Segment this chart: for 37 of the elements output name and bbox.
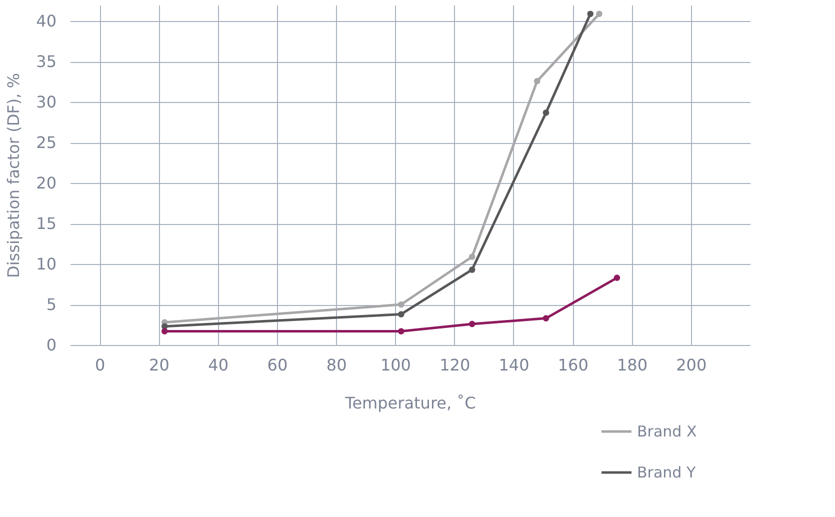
point xyxy=(161,328,168,334)
point xyxy=(542,110,550,116)
x-tick-label: 100 xyxy=(380,356,411,374)
y-tick-label: 20 xyxy=(36,174,56,193)
y-tick-label: 25 xyxy=(36,133,56,152)
y-tick-label: 5 xyxy=(46,295,56,314)
x-tick-label: 140 xyxy=(498,356,530,374)
point xyxy=(398,311,404,318)
x-tick-label: 200 xyxy=(676,356,707,374)
legend-label: Brand Y xyxy=(637,464,696,482)
y-tick-label: 35 xyxy=(36,52,56,72)
point xyxy=(468,254,476,260)
y-tick-label: 30 xyxy=(36,92,56,112)
point xyxy=(398,301,404,308)
x-axis-title: Temperature, ˚C xyxy=(344,394,476,412)
x-tick-label: 120 xyxy=(440,356,470,374)
x-tick-label: 60 xyxy=(267,356,288,374)
x-tick-label: 180 xyxy=(616,356,648,374)
point xyxy=(596,10,602,18)
point xyxy=(614,274,620,281)
point xyxy=(398,328,404,334)
point xyxy=(468,320,476,328)
x-tick-label: 20 xyxy=(149,356,170,374)
point xyxy=(534,78,540,84)
x-tick-label: 0 xyxy=(94,356,106,374)
x-tick-label: 160 xyxy=(558,356,588,374)
point xyxy=(587,10,594,18)
point xyxy=(468,266,476,273)
y-axis-title: Dissipation factor (DF), % xyxy=(4,73,24,278)
y-tick-label: 15 xyxy=(36,214,56,234)
x-tick-label: 40 xyxy=(208,356,229,374)
y-tick-label: 10 xyxy=(36,254,56,274)
x-tick-label: 80 xyxy=(326,356,347,374)
point xyxy=(542,315,550,322)
y-tick-label: 40 xyxy=(36,12,56,31)
legend-label: Brand X xyxy=(637,422,697,440)
y-tick-label: 0 xyxy=(46,336,56,354)
